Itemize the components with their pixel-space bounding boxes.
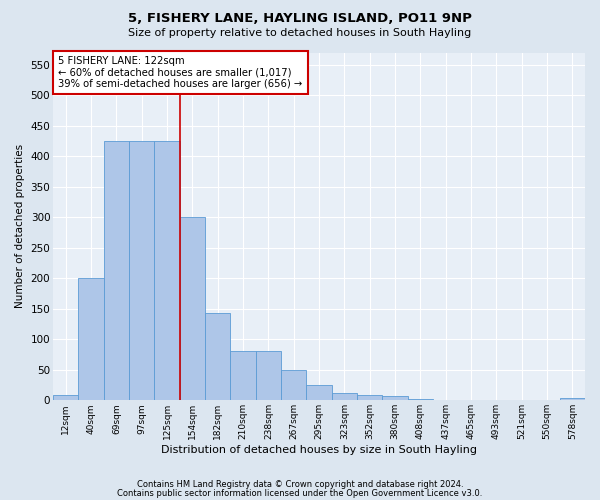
Bar [180, 217, 205, 400]
X-axis label: Distribution of detached houses by size in South Hayling: Distribution of detached houses by size … [161, 445, 477, 455]
Bar [307, 385, 332, 400]
Bar [382, 396, 407, 400]
Text: 5 FISHERY LANE: 122sqm
← 60% of detached houses are smaller (1,017)
39% of semi-: 5 FISHERY LANE: 122sqm ← 60% of detached… [58, 56, 302, 89]
Bar [104, 141, 129, 401]
Bar [205, 313, 230, 400]
Bar [230, 352, 256, 401]
Y-axis label: Number of detached properties: Number of detached properties [15, 144, 25, 308]
Bar [53, 396, 79, 400]
Bar [281, 370, 307, 400]
Text: Contains HM Land Registry data © Crown copyright and database right 2024.: Contains HM Land Registry data © Crown c… [137, 480, 463, 489]
Bar [79, 278, 104, 400]
Bar [129, 141, 154, 401]
Bar [560, 398, 585, 400]
Bar [357, 396, 382, 400]
Bar [256, 352, 281, 401]
Bar [407, 399, 433, 400]
Text: Contains public sector information licensed under the Open Government Licence v3: Contains public sector information licen… [118, 490, 482, 498]
Bar [154, 141, 180, 401]
Bar [332, 393, 357, 400]
Text: Size of property relative to detached houses in South Hayling: Size of property relative to detached ho… [128, 28, 472, 38]
Text: 5, FISHERY LANE, HAYLING ISLAND, PO11 9NP: 5, FISHERY LANE, HAYLING ISLAND, PO11 9N… [128, 12, 472, 26]
